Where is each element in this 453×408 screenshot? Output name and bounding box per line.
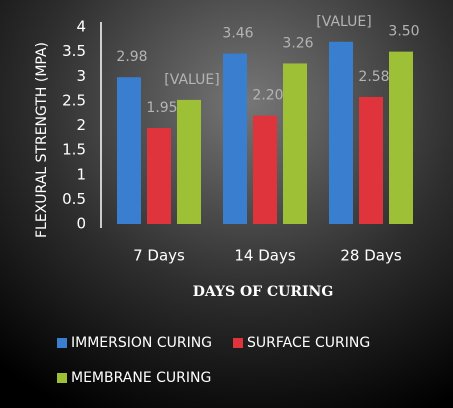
legend-swatch <box>57 338 67 348</box>
legend-swatch <box>57 373 67 383</box>
legend-label: MEMBRANE CURING <box>71 370 211 386</box>
y-tick-label: 3 <box>76 67 86 85</box>
legend-swatch <box>233 338 243 348</box>
legend-label: SURFACE CURING <box>247 335 370 351</box>
value-label: 2.98 <box>116 49 147 65</box>
value-label: [VALUE] <box>316 14 371 30</box>
y-tick-label: 2.5 <box>62 91 86 109</box>
value-label: 3.26 <box>282 35 313 51</box>
bar <box>283 63 307 224</box>
y-tick-label: 1 <box>76 165 86 183</box>
bar <box>359 96 383 224</box>
x-tick-label: 14 Days <box>234 247 295 265</box>
value-label: 2.58 <box>358 69 389 85</box>
bar <box>253 115 277 224</box>
y-tick-label: 1.5 <box>62 141 86 159</box>
bar <box>389 51 413 224</box>
bar <box>223 53 247 224</box>
value-label: 3.46 <box>222 26 253 42</box>
value-label: 1.95 <box>146 100 177 116</box>
x-tick-label: 7 Days <box>133 247 185 265</box>
bar <box>329 41 353 225</box>
x-axis-title: DAYS OF CURING <box>193 284 334 300</box>
value-label: 2.20 <box>252 88 283 104</box>
y-tick-label: 3.5 <box>62 42 86 60</box>
value-label: [VALUE] <box>164 72 219 88</box>
bar <box>117 77 141 224</box>
y-tick-label: 4 <box>76 18 86 36</box>
bar <box>147 127 171 224</box>
bar <box>177 99 201 224</box>
y-tick-label: 0 <box>76 215 86 233</box>
y-tick-label: 0.5 <box>62 190 86 208</box>
legend-label: IMMERSION CURING <box>71 335 212 351</box>
y-tick-label: 2 <box>76 116 86 134</box>
y-axis-title: FLEXURAL STRENGTH (MPA) <box>34 42 50 238</box>
x-tick-label: 28 Days <box>340 247 401 265</box>
value-label: 3.50 <box>388 24 419 40</box>
